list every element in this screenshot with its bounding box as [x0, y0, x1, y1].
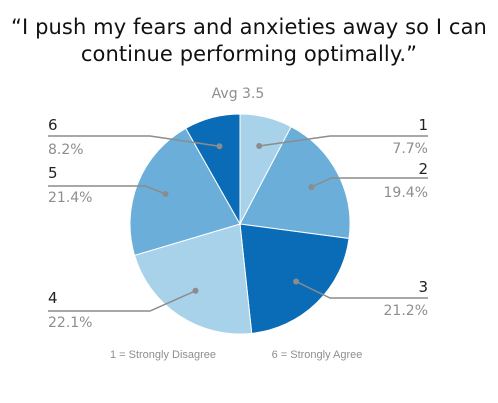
leader-line-6	[48, 135, 220, 148]
chart-title: “I push my fears and anxieties away so I…	[0, 14, 498, 68]
pie-slice-4	[133, 223, 253, 335]
pie-slice-5	[129, 127, 241, 256]
leader-line-1	[259, 135, 428, 147]
slice-category-label-3: 3	[418, 278, 428, 296]
slice-value-label-6: 8.2%	[48, 142, 84, 158]
slice-category-label-5: 5	[48, 164, 58, 182]
slice-value-label-2: 19.4%	[384, 185, 428, 201]
slice-value-label-5: 21.4%	[48, 190, 92, 206]
slice-category-label-1: 1	[418, 116, 428, 134]
chart-title-line-2: continue performing optimally.”	[80, 42, 418, 66]
slice-category-label-6: 6	[48, 116, 58, 134]
chart-subtitle: Avg 3.5	[212, 86, 265, 102]
pie-slice-2	[239, 125, 351, 240]
scale-low-label: 1 = Strongly Disagree	[110, 349, 216, 361]
slice-category-label-2: 2	[418, 160, 428, 178]
leader-line-2	[310, 177, 428, 188]
slice-value-label-3: 21.2%	[384, 303, 428, 319]
pie-slices	[129, 113, 351, 335]
pie-slice-6	[185, 113, 241, 226]
chart-title-line-1: “I push my fears and anxieties away so I…	[11, 15, 487, 39]
leader-line-4	[48, 290, 196, 312]
slice-value-label-4: 22.1%	[48, 315, 92, 331]
leader-line-5	[48, 185, 166, 195]
slice-category-label-4: 4	[48, 289, 58, 307]
pie-slice-3	[239, 223, 350, 334]
slice-value-label-1: 7.7%	[392, 141, 428, 157]
slice-labels: 1 7.7% 2 19.4% 3 21.2% 4 22.1% 5 21.4% 6 8.2%	[48, 116, 428, 331]
leader-line-3	[295, 280, 428, 299]
scale-high-label: 6 = Strongly Agree	[272, 349, 363, 361]
leader-lines	[48, 135, 428, 312]
